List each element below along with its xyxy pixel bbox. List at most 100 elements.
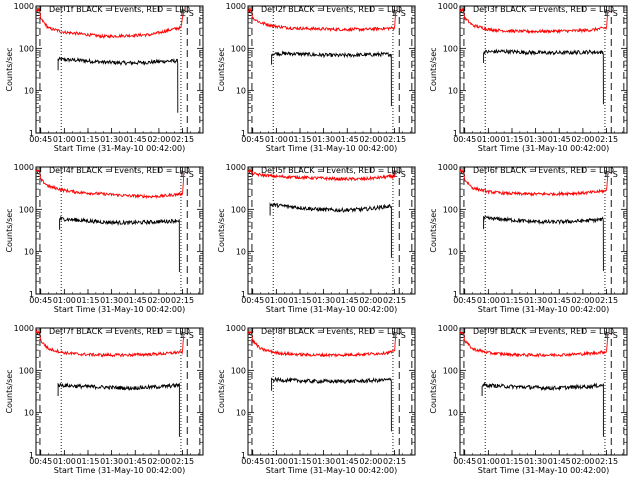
events-series-line: [271, 50, 392, 107]
events-series-line: [271, 376, 392, 432]
y-axis-label: Counts/sec: [429, 47, 438, 91]
x-tick-label: 01:30: [312, 296, 335, 305]
x-axis-label: Start Time (31-May-10 00:42:00): [478, 466, 609, 475]
end-marker-label: E: [605, 170, 610, 179]
start-marker-label: S: [401, 170, 406, 179]
x-tick-label: 01:30: [524, 457, 547, 466]
detector-panel: Det 3f BLACK = Events, RED = LLD 1 10 100 10…: [429, 2, 628, 153]
lld-series-line: [247, 169, 397, 182]
x-tick-label: 02:00: [147, 135, 170, 144]
y-tick-label: 1000: [438, 2, 458, 11]
x-tick-label: 00:45: [453, 296, 476, 305]
x-axis-label: Start Time (31-May-10 00:42:00): [478, 144, 609, 153]
start-marker-label: S: [460, 9, 465, 18]
y-tick-label: 10: [448, 409, 458, 418]
y-tick-label: 1: [453, 290, 458, 299]
x-tick-label: 01:00: [53, 457, 76, 466]
x-tick-label: 01:45: [548, 457, 571, 466]
lld-series-line: [459, 7, 609, 35]
x-tick-label: 00:45: [453, 457, 476, 466]
panel-title: Det 9f BLACK = Events, RED = LLD: [473, 327, 614, 336]
y-tick-label: 100: [443, 44, 458, 53]
x-tick-label: 01:45: [548, 296, 571, 305]
events-series-line: [483, 215, 604, 272]
start-marker-label: S: [189, 9, 194, 18]
start-marker-label: S: [36, 9, 41, 18]
x-tick-label: 01:30: [100, 296, 123, 305]
x-tick-label: 02:15: [383, 457, 406, 466]
start-marker-label: S: [189, 170, 194, 179]
x-tick-label: 01:00: [265, 135, 288, 144]
panel-title: Det 1f BLACK = Events, RED = LLD: [49, 5, 190, 14]
events-series-line: [269, 202, 392, 258]
y-tick-label: 10: [24, 248, 34, 257]
lld-series-line: [35, 329, 185, 358]
x-tick-label: 02:00: [571, 457, 594, 466]
start-marker-label: S: [248, 170, 253, 179]
start-marker-label: S: [613, 9, 618, 18]
y-tick-label: 100: [231, 366, 246, 375]
start-marker-label: S: [613, 170, 618, 179]
x-axis-label: Start Time (31-May-10 00:42:00): [266, 466, 397, 475]
y-tick-label: 1000: [226, 163, 246, 172]
y-tick-label: 1: [453, 129, 458, 138]
end-marker-label: E: [181, 170, 186, 179]
x-tick-label: 01:30: [100, 457, 123, 466]
x-tick-label: 02:15: [595, 135, 618, 144]
end-marker-label: E: [181, 331, 186, 340]
y-tick-label: 10: [236, 248, 246, 257]
x-tick-label: 01:00: [53, 296, 76, 305]
start-marker-label: S: [460, 331, 465, 340]
y-tick-label: 1000: [226, 2, 246, 11]
start-marker-label: S: [460, 170, 465, 179]
x-tick-label: 02:00: [359, 457, 382, 466]
lld-series-line: [459, 331, 609, 359]
x-tick-label: 01:15: [76, 296, 99, 305]
detector-panel: Det 2f BLACK = Events, RED = LLD 1 10 100 10…: [217, 2, 416, 153]
x-tick-label: 00:45: [453, 135, 476, 144]
lld-series-line: [247, 7, 397, 33]
events-series-line: [481, 381, 604, 437]
y-tick-label: 10: [448, 87, 458, 96]
lld-series-line: [35, 168, 185, 200]
y-tick-label: 100: [231, 44, 246, 53]
x-tick-label: 01:30: [100, 135, 123, 144]
x-tick-label: 01:45: [124, 135, 147, 144]
end-marker-label: E: [393, 331, 398, 340]
y-tick-label: 10: [24, 87, 34, 96]
y-tick-label: 10: [24, 409, 34, 418]
panel-title: Det 2f BLACK = Events, RED = LLD: [261, 5, 402, 14]
panel-title: Det 6f BLACK = Events, RED = LLD: [473, 166, 614, 175]
x-axis-label: Start Time (31-May-10 00:42:00): [54, 305, 185, 314]
panel-title: Det 7f BLACK = Events, RED = LLD: [49, 327, 190, 336]
y-axis-label: Counts/sec: [217, 47, 226, 91]
x-tick-label: 02:15: [383, 296, 406, 305]
y-tick-label: 10: [236, 409, 246, 418]
panel-title: Det 5f BLACK = Events, RED = LLD: [261, 166, 402, 175]
x-axis-label: Start Time (31-May-10 00:42:00): [54, 466, 185, 475]
x-tick-label: 01:00: [265, 457, 288, 466]
x-tick-label: 01:00: [265, 296, 288, 305]
x-tick-label: 01:15: [76, 457, 99, 466]
x-tick-label: 01:30: [524, 135, 547, 144]
y-tick-label: 10: [448, 248, 458, 257]
x-tick-label: 02:15: [171, 296, 194, 305]
x-tick-label: 01:45: [336, 135, 359, 144]
start-marker-label: S: [36, 170, 41, 179]
events-series-line: [59, 215, 180, 273]
x-axis-label: Start Time (31-May-10 00:42:00): [54, 144, 185, 153]
x-tick-label: 01:15: [288, 296, 311, 305]
y-tick-label: 100: [231, 205, 246, 214]
y-axis-label: Counts/sec: [5, 369, 14, 413]
start-marker-label: S: [401, 331, 406, 340]
start-marker-label: S: [248, 9, 253, 18]
y-tick-label: 1: [29, 451, 34, 460]
x-tick-label: 01:45: [124, 296, 147, 305]
y-tick-label: 1000: [14, 163, 34, 172]
detector-panel: Det 4f BLACK = Events, RED = LLD 1 10 100 10…: [5, 163, 204, 314]
x-tick-label: 01:00: [53, 135, 76, 144]
y-tick-label: 1000: [438, 324, 458, 333]
x-tick-label: 01:15: [500, 135, 523, 144]
x-tick-label: 01:00: [477, 296, 500, 305]
y-axis-label: Counts/sec: [5, 208, 14, 252]
